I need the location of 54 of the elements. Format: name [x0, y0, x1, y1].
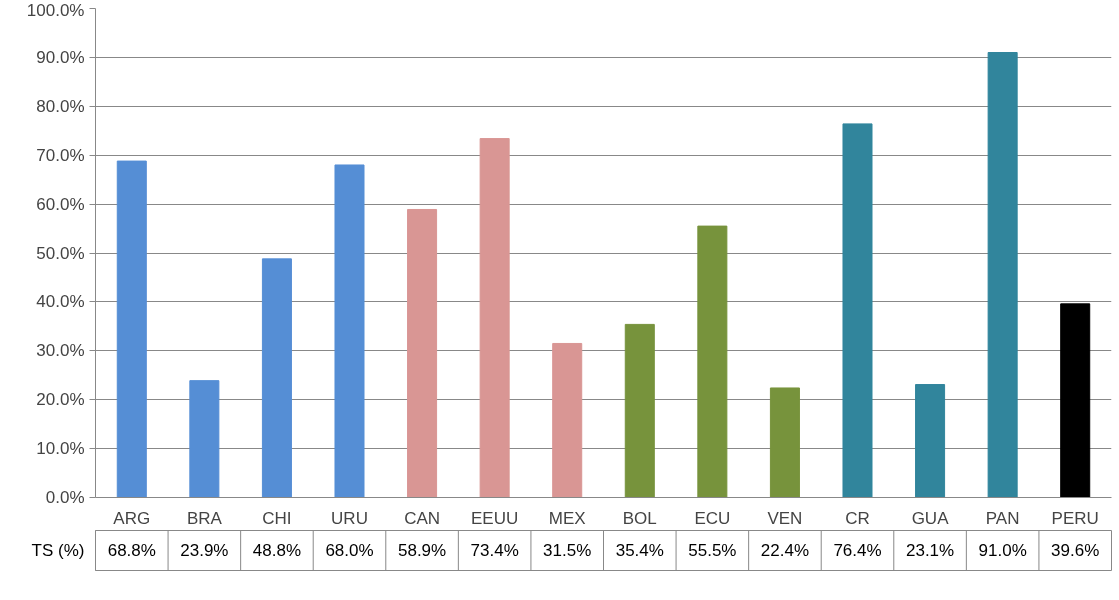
- x-tick-label: BOL: [622, 508, 657, 528]
- bar: [915, 384, 946, 498]
- data-label: 22.4%: [760, 541, 810, 560]
- data-label: 73.4%: [470, 541, 519, 560]
- x-tick-label: CAN: [404, 508, 441, 528]
- x-tick-label: PERU: [1051, 508, 1099, 528]
- bar: [624, 323, 655, 498]
- y-tick-label: 40.0%: [36, 292, 85, 312]
- x-tick-label: PAN: [985, 508, 1020, 528]
- bar: [769, 387, 800, 498]
- y-tick-label: 20.0%: [36, 390, 85, 410]
- y-tick-label: 70.0%: [36, 145, 85, 165]
- x-tick-label: URU: [331, 508, 368, 528]
- data-label: 31.5%: [543, 541, 592, 560]
- data-label: 48.8%: [252, 541, 302, 560]
- data-label: 23.1%: [905, 541, 955, 560]
- y-tick-label: 30.0%: [36, 341, 85, 361]
- bar: [697, 225, 728, 498]
- y-tick-label: 80.0%: [36, 96, 85, 116]
- y-tick-label: 10.0%: [36, 439, 85, 459]
- y-tick-label: 0.0%: [45, 488, 85, 507]
- x-tick-label: BRA: [186, 508, 223, 528]
- x-tick-label: CHI: [262, 508, 292, 528]
- data-label: 39.6%: [1051, 541, 1100, 560]
- bar: [1060, 303, 1091, 498]
- data-label: 58.9%: [397, 541, 447, 560]
- y-tick-label: 100.0%: [26, 0, 85, 20]
- bar: [842, 123, 873, 498]
- bar: [189, 380, 220, 498]
- data-label: 91.0%: [978, 541, 1027, 560]
- x-tick-label: MEX: [548, 508, 586, 528]
- x-tick-label: VEN: [767, 508, 803, 528]
- bar: [552, 342, 583, 498]
- bar: [116, 160, 147, 498]
- data-label: 23.9%: [180, 541, 229, 560]
- bar: [334, 164, 365, 498]
- x-tick-label: CR: [845, 508, 870, 528]
- data-label: 68.8%: [107, 541, 156, 560]
- x-tick-label: ECU: [694, 508, 731, 528]
- x-tick-label: GUA: [911, 508, 950, 528]
- bar: [987, 52, 1018, 498]
- x-tick-label: ARG: [113, 508, 151, 528]
- y-tick-label: 50.0%: [36, 243, 85, 263]
- y-tick-label: 60.0%: [36, 194, 85, 214]
- data-label: 76.4%: [833, 541, 882, 560]
- text: TS (%): [31, 541, 85, 560]
- x-tick-label: EEUU: [471, 508, 519, 528]
- bar: [479, 138, 510, 498]
- data-label: 55.5%: [688, 541, 737, 560]
- data-label: 35.4%: [615, 541, 664, 560]
- data-label: 68.0%: [325, 541, 374, 560]
- bar: [261, 258, 292, 498]
- bar: [407, 208, 438, 498]
- y-tick-label: 90.0%: [36, 47, 85, 67]
